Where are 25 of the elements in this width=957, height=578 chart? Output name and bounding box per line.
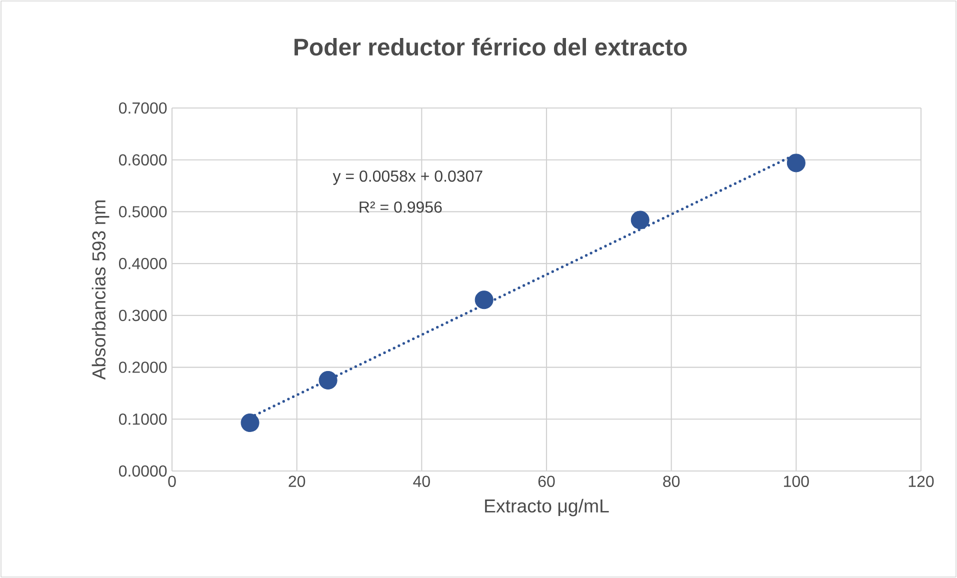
x-tick-label: 60 (538, 476, 555, 488)
point (630, 210, 650, 230)
y-tick-label: 0.3000 (118, 310, 167, 322)
x-axis-title: Extracto μg/mL (485, 498, 609, 516)
point (786, 154, 806, 172)
chart-title: Poder reductor férrico del extracto (294, 38, 687, 56)
x-tick-label: 120 (908, 476, 934, 488)
y-axis-title: Absorbancias 593 ηm (92, 200, 110, 380)
x-tick-label: 20 (288, 476, 306, 488)
y-tick-label: 0.5000 (118, 206, 167, 218)
point (474, 290, 494, 310)
x-tick-label: 100 (784, 476, 809, 488)
x-tick-label: 0 (168, 476, 176, 488)
x-tick-label: 80 (663, 476, 680, 488)
point (240, 413, 260, 432)
x-tick-label: 40 (413, 476, 430, 488)
annotation: y = 0.0058x + 0.0307 (332, 170, 482, 185)
y-tick-label: 0.6000 (118, 154, 167, 166)
y-tick-label: 0.7000 (118, 102, 167, 114)
y-tick-label: 0.1000 (118, 413, 167, 425)
y-tick-label: 0.2000 (118, 362, 167, 373)
annotation: R² = 0.9956 (360, 201, 442, 213)
point (318, 370, 338, 390)
y-tick-label: 0.0000 (118, 465, 167, 477)
y-tick-label: 0.4000 (118, 258, 167, 270)
